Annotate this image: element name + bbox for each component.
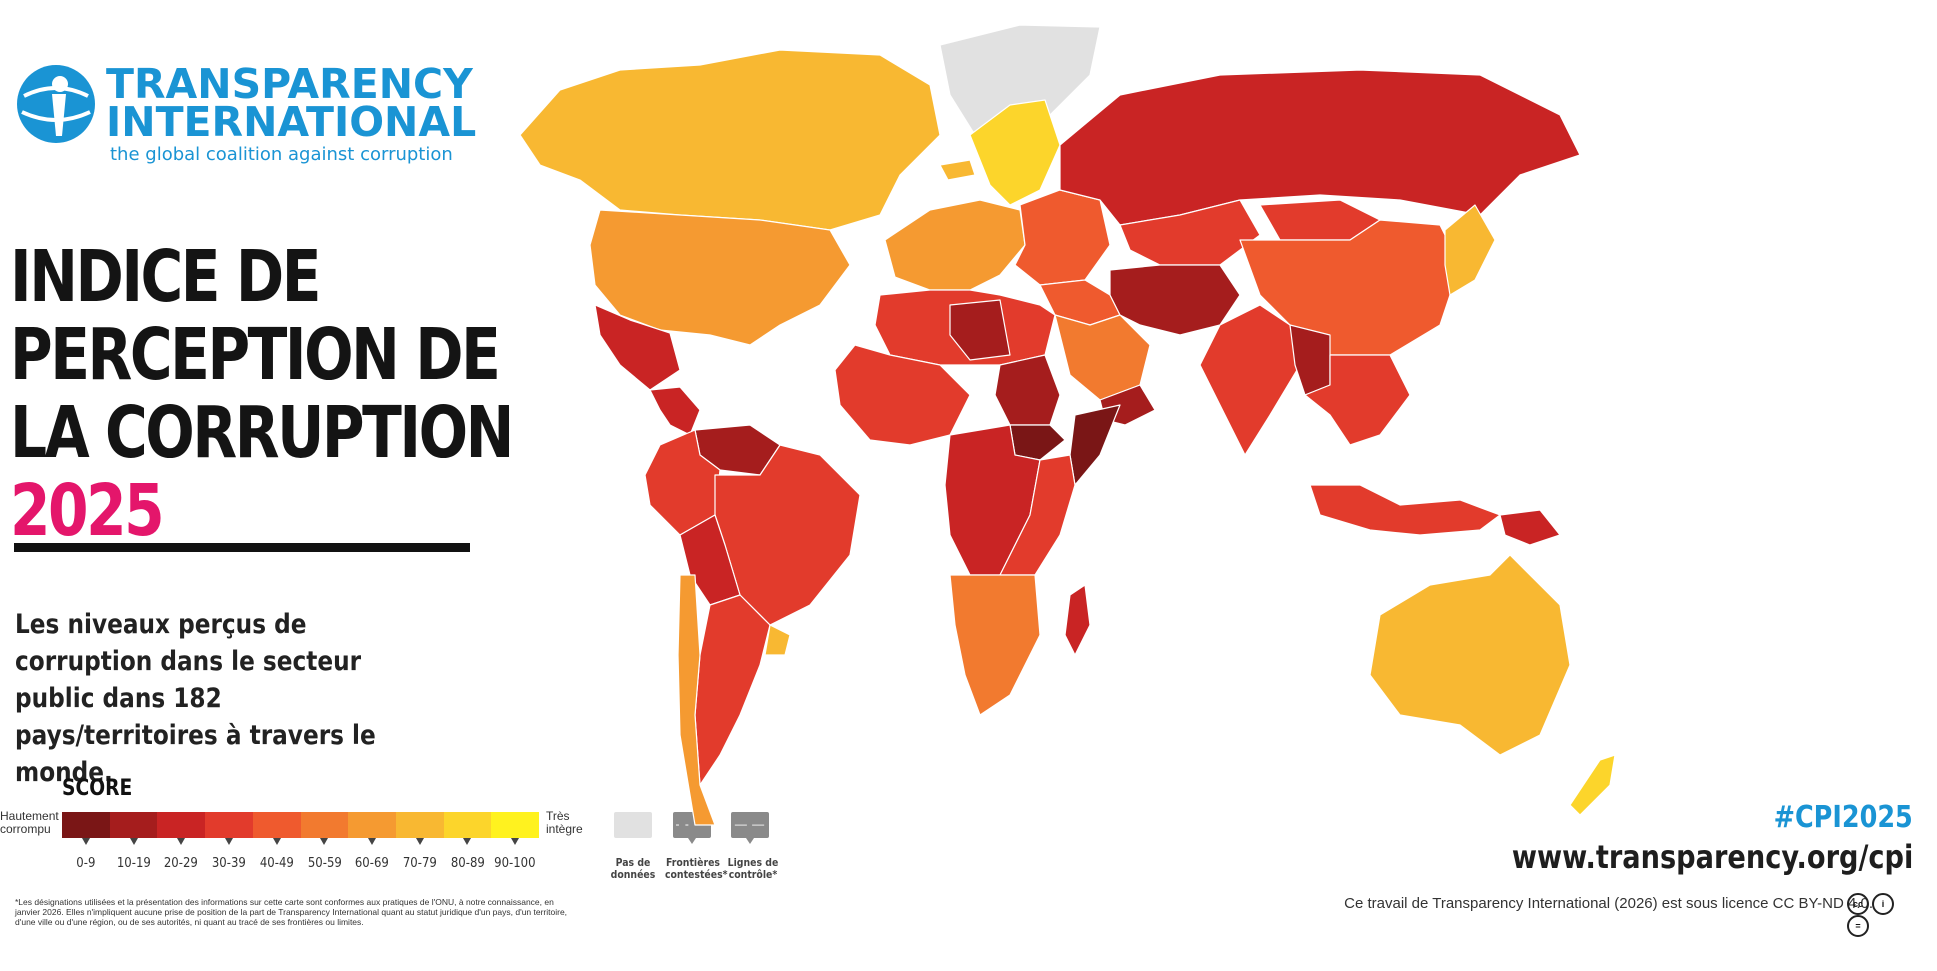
map-region-korea-japan [1444, 204, 1496, 296]
legend-range-70-79: 70-79 [402, 856, 437, 871]
no-data-label-1: Pas de [615, 856, 651, 869]
legend-swatch-10-19 [109, 812, 158, 845]
map-region-east-africa [999, 454, 1076, 576]
legend-low-label-2: corrompu [0, 822, 51, 836]
legend-swatch-90-100 [491, 812, 540, 845]
legend-range-40-49: 40-49 [259, 856, 294, 871]
no-data-label: Pas de données [610, 857, 656, 881]
legend-title: SCORE [62, 776, 133, 801]
map-region-india [1199, 304, 1301, 456]
legend-range-80-89: 80-89 [450, 856, 485, 871]
footnote: *Les désignations utilisées et la présen… [15, 897, 568, 927]
legend-range-60-69: 60-69 [355, 856, 390, 871]
disputed-label-1: Frontières [665, 856, 721, 869]
legend-swatch-0-9 [62, 812, 110, 845]
legend-swatch-60-69 [348, 812, 396, 845]
legend-range-30-39: 30-39 [211, 856, 246, 871]
map-region-usa [589, 209, 851, 346]
control-label: Lignes de contrôle* [727, 857, 780, 881]
nd-icon: = [1847, 915, 1869, 937]
legend-swatch-80-89 [443, 812, 492, 845]
map-region-myanmar [1289, 324, 1331, 396]
world-map [519, 24, 1616, 826]
map-region-new-zealand [1569, 754, 1616, 816]
map-region-indonesia [1309, 484, 1501, 536]
legend-swatch-40-49 [252, 812, 301, 845]
map-region-png [1499, 509, 1561, 546]
control-line-swatch: — — [731, 812, 769, 844]
website-link[interactable]: www.transparency.org/cpi [1511, 838, 1913, 876]
map-region-sudan [994, 354, 1061, 426]
map-region-argentina [694, 594, 771, 786]
cc-icon: cc [1847, 893, 1869, 915]
map-region-madagascar [1064, 584, 1091, 656]
map-region-saudi-arabia [1054, 314, 1151, 401]
legend-high-label-2: intègre [546, 822, 583, 836]
map-region-eastern-europe [1014, 189, 1111, 286]
legend-range-20-29: 20-29 [164, 856, 199, 871]
legend-low-label-1: Hautement [0, 809, 59, 823]
legend-range-labels: 0-9 10-19 20-29 30-39 40-49 50-59 60-69 70-79 80… [62, 856, 539, 871]
map-region-kazakhstan [1119, 199, 1261, 266]
brand-line-2: INTERNATIONAL [106, 98, 477, 146]
hashtag-link[interactable]: #CPI2025 [1773, 800, 1913, 835]
no-data-swatch [614, 812, 652, 838]
transparency-logo: TRANSPARENCY INTERNATIONAL the global co… [14, 62, 476, 172]
page-title: INDICE DE PERCEPTION DE LA CORRUPTION 20… [10, 235, 514, 552]
map-region-canada [519, 49, 941, 231]
legend-high-label-1: Très [546, 809, 570, 823]
no-data-label-2: données [610, 868, 656, 881]
legend-swatch-30-39 [205, 812, 253, 845]
legend-high-label: Très intègre [546, 810, 583, 836]
legend-color-scale [62, 812, 540, 845]
map-region-uruguay [764, 624, 791, 656]
map-region-iran-afghanistan [1109, 264, 1241, 336]
title-line-1: INDICE DE [10, 235, 322, 318]
brand-line-1: TRANSPARENCY [106, 60, 473, 108]
map-region-southern-africa [949, 574, 1041, 716]
by-icon: i [1872, 893, 1894, 915]
legend-range-0-9: 0-9 [76, 856, 96, 871]
map-region-iceland [939, 159, 976, 181]
legend-swatch-50-59 [300, 812, 349, 845]
legend-swatch-20-29 [157, 812, 206, 845]
brand-tagline: the global coalition against corruption [110, 144, 453, 165]
title-line-2: PERCEPTION DE [10, 313, 501, 396]
disputed-label: Frontières contestées* [664, 856, 728, 881]
map-region-scandinavia [969, 99, 1061, 206]
globe-person-icon [17, 65, 95, 143]
subtitle: Les niveaux perçus de corruption dans le… [15, 609, 376, 788]
map-region-australia [1369, 554, 1571, 756]
map-region-greenland [939, 24, 1101, 146]
map-region-central-america [649, 386, 701, 436]
legend-range-90-100: 90-100 [494, 856, 536, 871]
map-region-chile [677, 574, 716, 826]
license-text: Ce travail de Transparency International… [1344, 895, 1873, 912]
control-label-1: Lignes de [727, 856, 779, 869]
title-line-3: LA CORRUPTION [10, 391, 514, 474]
disputed-label-2: contestées* [664, 868, 728, 881]
legend-swatch-70-79 [395, 812, 444, 845]
title-year: 2025 [10, 469, 165, 552]
legend-range-10-19: 10-19 [116, 856, 151, 871]
map-region-western-europe [884, 199, 1026, 291]
map-region-libya [949, 299, 1011, 361]
cc-license-icons: cc i= [1847, 893, 1917, 937]
map-region-southeast-asia [1304, 354, 1411, 446]
control-label-2: contrôle* [728, 868, 778, 881]
title-divider [14, 543, 470, 552]
map-region-mexico [594, 304, 681, 391]
map-region-west-africa [834, 344, 971, 446]
legend-range-50-59: 50-59 [307, 856, 342, 871]
legend-low-label: Hautement corrompu [0, 810, 59, 836]
